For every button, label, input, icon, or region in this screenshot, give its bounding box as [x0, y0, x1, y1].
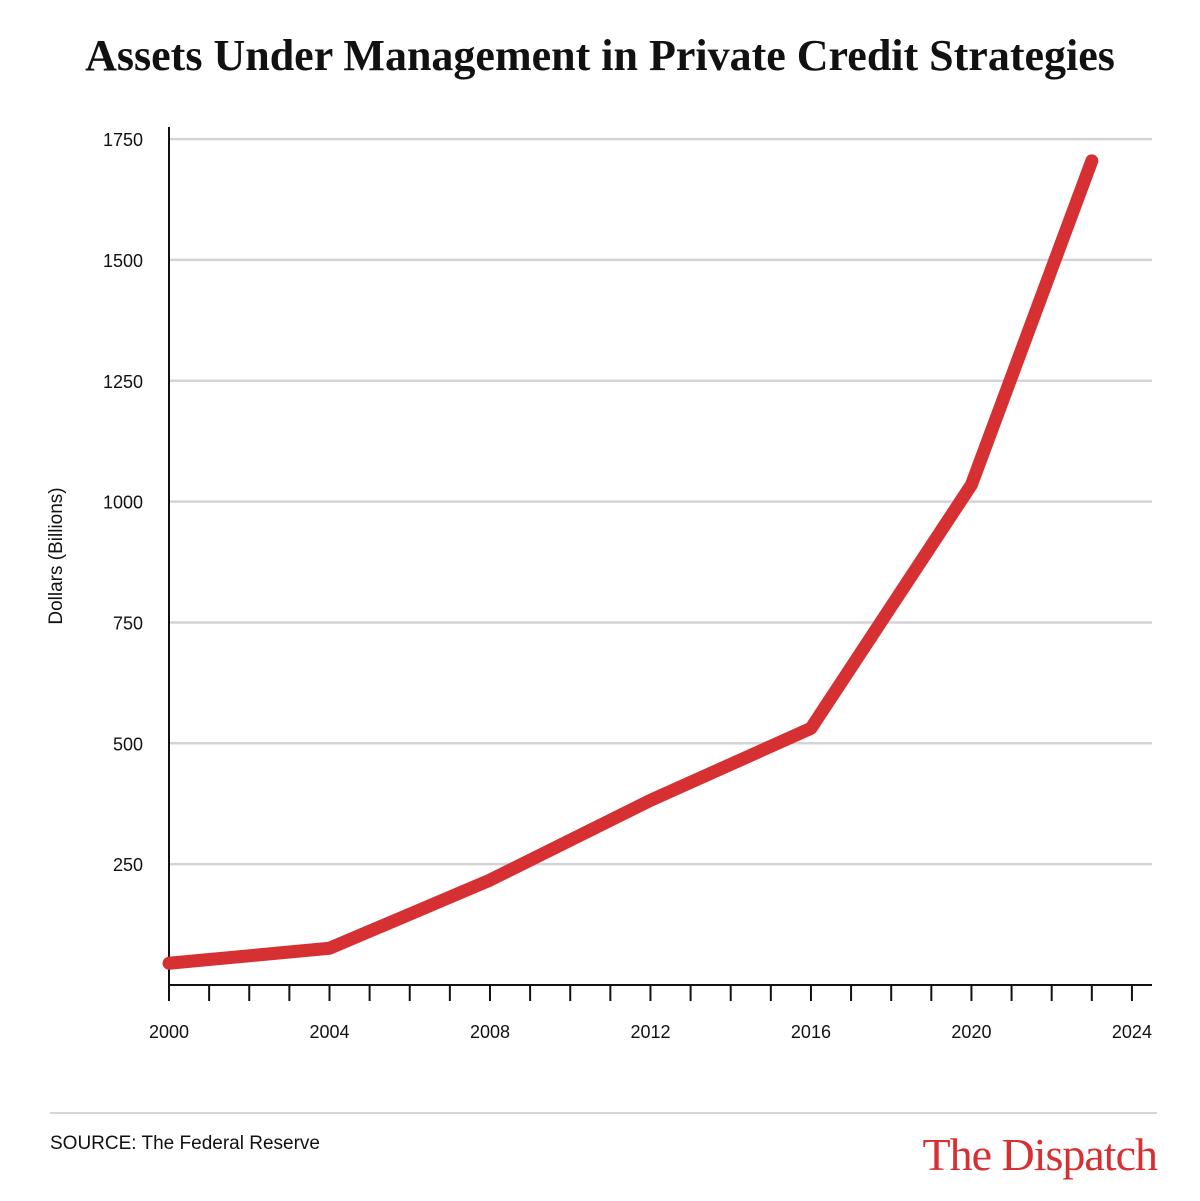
x-tick-label: 2008	[470, 1022, 510, 1042]
y-tick-label: 500	[113, 734, 143, 754]
y-tick-label: 1500	[103, 251, 143, 271]
y-tick-label: 1000	[103, 493, 143, 513]
x-tick-label: 2024	[1112, 1022, 1152, 1042]
x-tick-label: 2004	[309, 1022, 349, 1042]
y-tick-label: 250	[113, 855, 143, 875]
brand-logo: The Dispatch	[922, 1129, 1158, 1180]
x-tick-label: 2000	[149, 1022, 189, 1042]
y-axis-label: Dollars (Billions)	[46, 487, 67, 624]
chart-title: Assets Under Management in Private Credi…	[85, 31, 1115, 80]
x-tick-label: 2020	[951, 1022, 991, 1042]
x-tick-label: 2012	[630, 1022, 670, 1042]
y-tick-label: 1750	[103, 130, 143, 150]
source: SOURCE: The Federal Reserve	[50, 1133, 320, 1154]
x-tick-label: 2016	[791, 1022, 831, 1042]
y-tick-label: 1250	[103, 372, 143, 392]
data-line	[162, 154, 1099, 970]
y-tick-label: 750	[113, 613, 143, 633]
